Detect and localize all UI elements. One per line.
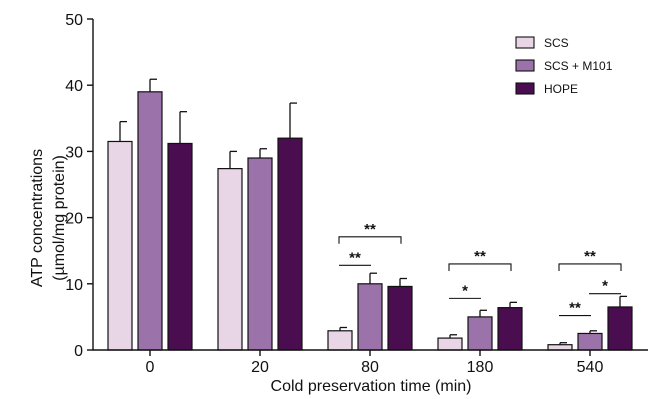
significance-annotations: **** ******** — [338, 221, 622, 317]
bar-hope-80 — [387, 285, 413, 351]
x-tick-label: 0 — [146, 359, 155, 376]
y-tick-label: 50 — [65, 12, 83, 29]
bar-scs-80 — [327, 330, 353, 351]
x-tick-label: 180 — [467, 359, 494, 376]
significance-bracket — [558, 263, 622, 271]
axes-layer: 0 10 20 30 40 50 0 20 80 180 540 — [65, 12, 648, 376]
legend-label: HOPE — [544, 82, 578, 96]
y-tick-label: 0 — [74, 343, 83, 360]
significance-bracket — [338, 236, 402, 244]
x-tick-label: 80 — [361, 359, 379, 376]
bar-hope-0 — [167, 142, 193, 351]
legend: SCS SCS + M101 HOPE — [515, 36, 613, 96]
bars-layer — [107, 78, 633, 351]
y-tick-label: 20 — [65, 211, 83, 228]
y-axis-label-line-1: ATP concentrations — [29, 149, 46, 287]
legend-swatch — [515, 36, 535, 49]
bar-scs-m101-180 — [467, 316, 493, 351]
bar-scs-m101-20 — [247, 157, 273, 351]
bar-hope-20 — [277, 137, 303, 351]
legend-swatch — [515, 82, 535, 95]
bar-scs-180 — [437, 337, 463, 351]
y-tick-label: 30 — [65, 144, 83, 161]
bar-scs-540 — [547, 344, 573, 351]
significance-label: * — [462, 282, 468, 299]
bar-scs-m101-0 — [137, 91, 163, 351]
significance-bracket — [448, 263, 512, 271]
y-tick-label: 10 — [65, 277, 83, 294]
bar-hope-180 — [497, 307, 523, 351]
significance-label: ** — [349, 249, 361, 266]
bar-scs-0 — [107, 140, 133, 351]
legend-swatch — [515, 59, 535, 72]
bar-scs-m101-80 — [357, 283, 383, 351]
x-axis-label: Cold preservation time (min) — [271, 378, 472, 395]
x-tick-label: 540 — [577, 359, 604, 376]
legend-label: SCS — [544, 36, 569, 50]
x-tick-label: 20 — [251, 359, 269, 376]
bar-hope-540 — [607, 306, 633, 351]
legend-label: SCS + M101 — [544, 59, 613, 73]
significance-label: ** — [569, 300, 581, 317]
significance-label: ** — [474, 248, 486, 265]
bar-scs-m101-540 — [577, 332, 603, 351]
significance-label: ** — [584, 248, 596, 265]
significance-label: * — [602, 278, 608, 295]
y-axis-label-line-2: (µmol/mg protein) — [51, 155, 68, 281]
y-tick-label: 40 — [65, 78, 83, 95]
significance-label: ** — [364, 221, 376, 238]
bar-scs-20 — [217, 168, 243, 351]
